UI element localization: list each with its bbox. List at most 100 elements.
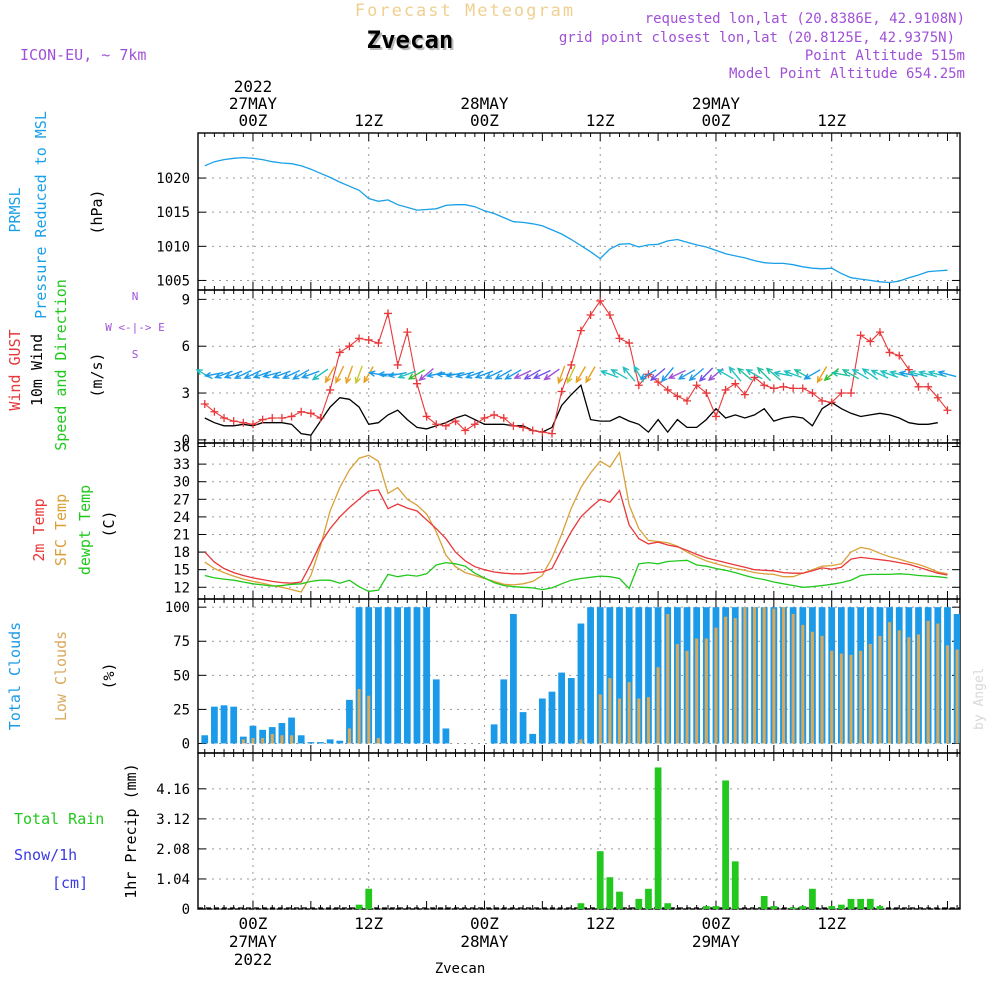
wind-label-10m: 10m Wind — [28, 334, 46, 406]
wind-direction-arrow — [610, 369, 628, 380]
wind-direction-arrow — [214, 370, 233, 379]
gust-marker — [567, 360, 576, 369]
wind-direction-arrow — [335, 365, 345, 384]
low-cloud-bar — [251, 738, 255, 744]
wind-direction-arrow — [292, 369, 310, 380]
gust-marker — [220, 414, 229, 423]
wind-direction-arrow — [223, 370, 243, 379]
low-cloud-bar — [637, 698, 641, 744]
precip-ytick-label: 3.12 — [156, 812, 190, 828]
clouds-ytick-label: 25 — [173, 702, 190, 718]
low-cloud-bar — [926, 620, 930, 744]
pressure-frame — [197, 132, 961, 291]
rain-bar — [635, 898, 643, 909]
compass-west-east: W <-|-> E — [105, 321, 165, 334]
gust-marker — [412, 379, 421, 388]
gust-marker — [760, 381, 769, 390]
gust-marker — [827, 398, 836, 407]
wind-direction-arrow — [736, 367, 753, 381]
wind-direction-arrow — [311, 368, 329, 381]
gust-line — [204, 299, 948, 435]
rain-bar — [654, 767, 662, 909]
rain-bar — [731, 861, 739, 909]
wind-direction-arrow — [363, 366, 374, 384]
wind-direction-arrow — [464, 370, 484, 379]
gust-marker — [654, 378, 663, 387]
location-title: Zvecan — [367, 26, 454, 54]
low-cloud-bar — [675, 643, 679, 744]
wind-direction-arrow — [908, 370, 928, 378]
wind-direction-arrow — [649, 367, 666, 382]
low-cloud-bar — [646, 697, 650, 744]
precip-ylabel: 1hr Precip (mm) — [122, 763, 140, 898]
wind-direction-arrow — [756, 366, 772, 382]
bottom-time-label: 2022 — [234, 950, 273, 969]
gust-marker — [943, 406, 952, 415]
top-time-label: 12Z — [586, 111, 615, 130]
gust-marker — [769, 384, 778, 393]
top-time-label: 00Z — [239, 111, 268, 130]
total-cloud-bar — [596, 607, 604, 744]
gust-marker — [239, 418, 248, 427]
gust-marker — [721, 385, 730, 394]
gust-marker — [634, 381, 643, 390]
top-time-label: 2022 — [234, 77, 273, 96]
wind-direction-arrow — [397, 370, 417, 379]
gust-marker — [798, 384, 807, 393]
wind-direction-arrow — [324, 366, 336, 384]
gust-marker — [538, 428, 547, 437]
pressure-ytick-label: 1015 — [156, 205, 190, 221]
temp-ytick-label: 30 — [173, 475, 190, 491]
low-cloud-bar — [261, 738, 265, 744]
wind-direction-arrow — [484, 369, 503, 379]
gust-marker — [789, 384, 798, 393]
wind-direction-arrow — [281, 369, 300, 379]
gust-marker — [258, 415, 267, 424]
wind-direction-arrow — [783, 369, 802, 379]
wind-direction-arrow — [698, 367, 714, 382]
total-cloud-bar — [490, 724, 498, 744]
gust-marker — [210, 407, 219, 416]
total-cloud-bar — [577, 623, 585, 744]
top-time-label: 29MAY — [692, 94, 741, 113]
bottom-time-label: 29MAY — [692, 932, 741, 951]
rain-bar — [809, 888, 816, 909]
top-time-label: 00Z — [702, 111, 731, 130]
wind-direction-arrow — [870, 369, 889, 379]
low-cloud-bar — [868, 643, 872, 744]
gust-marker — [490, 410, 499, 419]
gust-marker — [847, 389, 856, 398]
precip-panel: 0 1.04 2.08 3.12 4.16 Total Rain Snow/1h [cm] 1h… — [14, 752, 961, 918]
rain-bar — [577, 903, 585, 909]
wind-direction-arrow — [765, 367, 782, 381]
gust-marker — [914, 382, 923, 391]
compass-north: N — [132, 290, 139, 303]
gust-marker — [895, 351, 904, 360]
wind-direction-arrow — [575, 366, 587, 384]
top-time-label: 28MAY — [460, 94, 509, 113]
wind-direction-arrow — [272, 370, 291, 379]
low-cloud-bar — [627, 682, 631, 744]
total-cloud-bar — [432, 679, 440, 744]
clouds-label-total: Total Clouds — [6, 622, 24, 730]
bottom-time-label: 00Z — [239, 914, 268, 933]
wind-direction-arrow — [773, 370, 793, 377]
total-cloud-bar — [288, 717, 295, 744]
rain-bar — [876, 906, 884, 909]
gust-marker — [277, 414, 286, 423]
wind-direction-arrow — [830, 370, 851, 377]
gust-marker — [461, 426, 470, 435]
total-cloud-bar — [413, 607, 421, 744]
low-cloud-bar — [945, 645, 950, 744]
gust-marker — [355, 334, 364, 343]
bottom-time-label: 12Z — [354, 914, 383, 933]
gust-marker — [673, 392, 682, 401]
temp-ytick-label: 15 — [173, 563, 190, 579]
gust-marker — [818, 396, 827, 405]
rain-bar — [799, 906, 807, 909]
precip-ytick-label: 4.16 — [156, 782, 190, 798]
low-cloud-bar — [762, 607, 766, 744]
total-cloud-bar — [645, 607, 652, 744]
precip-ytick-label: 2.08 — [156, 842, 190, 858]
